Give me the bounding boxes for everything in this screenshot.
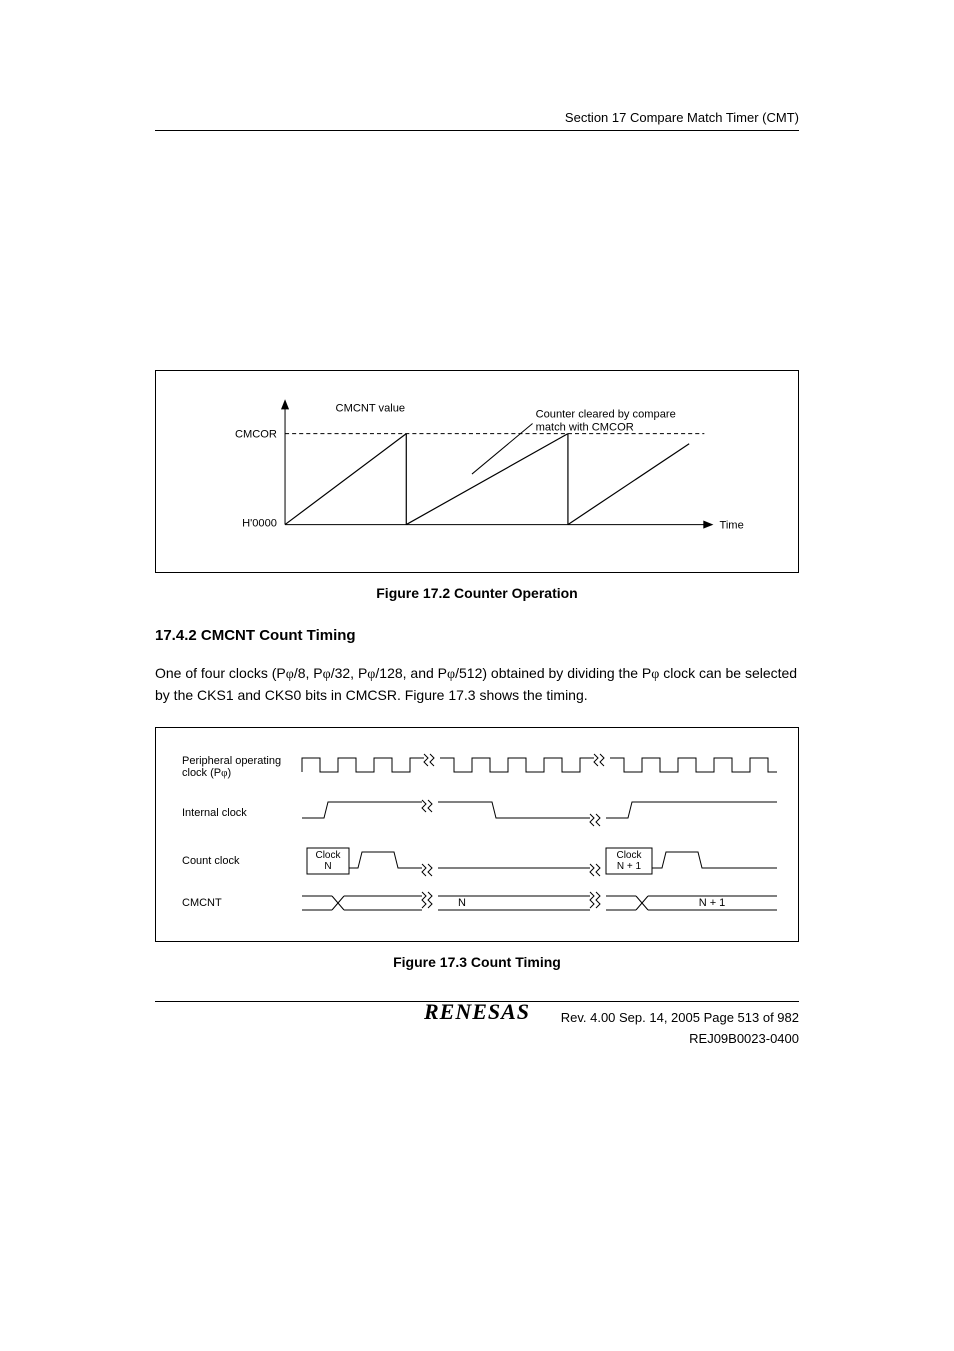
footer-docid: REJ09B0023-0400 (155, 1031, 799, 1046)
clock-n-a: Clock (315, 850, 341, 861)
counter-cleared-1: Counter cleared by compare (536, 408, 676, 420)
count-clock-wave: Clock N Clock N + 1 (307, 848, 777, 876)
cmcnt-value-label: CMCNT value (336, 402, 406, 414)
pclk-wave-g3 (610, 758, 777, 772)
clock-n1-b: N + 1 (617, 861, 642, 872)
para-text-4: /128, and P (375, 665, 447, 681)
phi-1: φ (286, 667, 294, 682)
time-label: Time (719, 520, 743, 532)
internal-clock-wave (302, 800, 777, 826)
figure-17-3-box: Peripheral operating clock (Pφ) (155, 727, 799, 942)
cmcnt-n: N (458, 897, 466, 909)
pclk-wave-g2 (440, 758, 594, 772)
cmcnt-n1: N + 1 (699, 897, 726, 909)
row1-label-a: Peripheral operating (182, 755, 281, 767)
counter-cleared-2: match with CMCOR (536, 422, 634, 434)
row3-label: Count clock (182, 855, 240, 867)
para-text-5: /512) obtained by dividing the P (455, 665, 651, 681)
para-text-2: /8, P (294, 665, 323, 681)
page-footer: Rev. 4.00 Sep. 14, 2005 Page 513 of 982 … (155, 1001, 799, 1046)
figure-17-2-caption: Figure 17.2 Counter Operation (155, 585, 799, 601)
pclk-wave-g1 (302, 758, 424, 772)
header-rule (155, 130, 799, 131)
row4-label: CMCNT (182, 897, 222, 909)
row1-label-b: clock (Pφ) (182, 767, 231, 779)
para-text-1: One of four clocks (P (155, 665, 286, 681)
figure-17-2-box: CMCNT value CMCOR H'0000 Time Counter cl… (155, 370, 799, 573)
figure-17-3-caption: Figure 17.3 Count Timing (155, 954, 799, 970)
row2-label: Internal clock (182, 807, 247, 819)
section-header: Section 17 Compare Match Timer (CMT) (565, 110, 799, 125)
section-17-4-2: 17.4.2 CMCNT Count Timing One of four cl… (155, 625, 799, 705)
clock-n-b: N (324, 861, 331, 872)
renesas-logo: RENESAS (424, 999, 530, 1024)
phi-4: φ (447, 667, 455, 682)
figure-17-3-svg: Peripheral operating clock (Pφ) (166, 742, 788, 922)
para-text-3: /32, P (331, 665, 368, 681)
clock-n1-a: Clock (616, 850, 642, 861)
subheading-17-4-2: 17.4.2 CMCNT Count Timing (155, 625, 799, 647)
figure-17-2-svg: CMCNT value CMCOR H'0000 Time Counter cl… (184, 389, 770, 549)
page: Section 17 Compare Match Timer (CMT) CMC… (0, 0, 954, 1351)
cmcnt-bus: N N + 1 (302, 892, 777, 910)
phi-2: φ (323, 667, 331, 682)
break-2 (594, 754, 604, 766)
cmcor-label: CMCOR (235, 429, 277, 441)
break-1 (424, 754, 434, 766)
h0000-label: H'0000 (242, 518, 277, 530)
